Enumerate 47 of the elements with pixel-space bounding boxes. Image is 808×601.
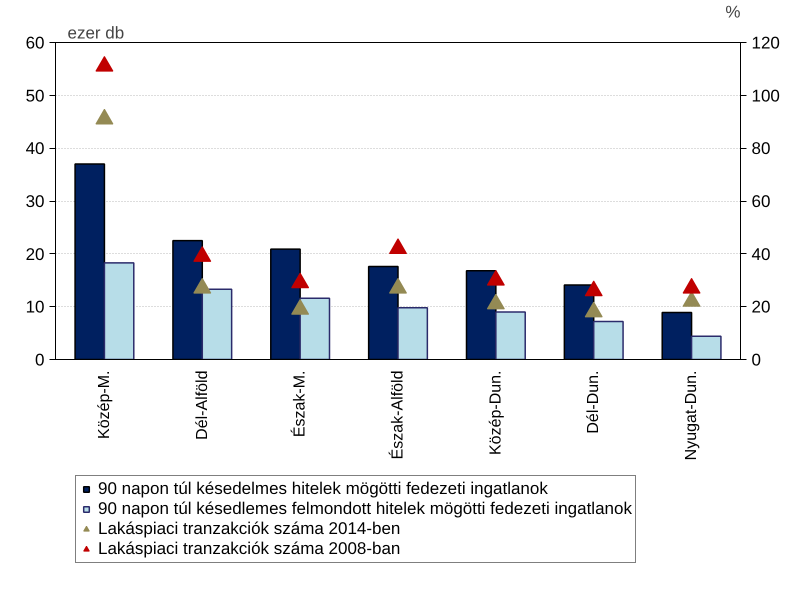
point — [95, 108, 114, 125]
bar — [104, 262, 135, 360]
y2-tick-label: 80 — [752, 139, 770, 158]
y-tick-label: 30 — [26, 192, 45, 211]
point — [95, 56, 114, 72]
y-tick-label: 60 — [26, 34, 45, 52]
y2-tick-label: 40 — [752, 244, 770, 264]
bar — [202, 288, 232, 360]
x-tick-label: Közép-Dun. — [487, 370, 504, 455]
point — [486, 294, 505, 310]
y2-tick-label: 100 — [752, 86, 780, 106]
y2-tick-label: 120 — [752, 34, 780, 52]
bar — [690, 336, 722, 360]
x-tick-label: Nyugat-Dun. — [683, 370, 700, 460]
y2-axis-title: % — [725, 2, 741, 22]
y-tick-label: 0 — [35, 350, 45, 370]
y-axis-title: ezer db — [68, 24, 124, 42]
x-tick-label: Észak-Alföld — [388, 370, 406, 460]
bar — [397, 306, 428, 360]
y2-tick-label: 20 — [752, 298, 770, 317]
x-tick-label: Észak-M. — [290, 370, 309, 438]
point — [682, 278, 701, 294]
point — [389, 238, 407, 254]
legend-label: Lakáspiaci tranzakciók száma 2014-ben — [98, 519, 400, 539]
y-tick-label: 10 — [26, 298, 45, 317]
y-tick-label: 20 — [26, 244, 45, 264]
y-tick-label: 50 — [26, 86, 45, 106]
x-tick-label: Dél-Alföld — [194, 370, 211, 440]
bar — [592, 320, 624, 360]
y2-tick-label: 60 — [752, 192, 770, 211]
point — [486, 270, 505, 286]
point — [389, 278, 407, 294]
point — [291, 272, 310, 288]
bar — [495, 311, 526, 360]
y2-tick-label: 0 — [752, 350, 761, 370]
point — [584, 302, 603, 318]
x-tick-label: Dél-Dun. — [585, 370, 602, 434]
x-tick-label: Közép-M. — [96, 370, 113, 439]
legend-label: 90 napon túl késedelmes hitelek mögötti fedezeti ingatlanok — [98, 479, 548, 499]
point — [193, 278, 212, 294]
point — [193, 246, 212, 262]
legend-label: 90 napon túl késedlemes felmondott hitelek mögötti fedezeti ingatlanok — [98, 499, 632, 519]
bar — [299, 297, 330, 360]
legend-label: Lakáspiaci tranzakciók száma 2008-ban — [98, 539, 400, 559]
point — [584, 280, 603, 296]
point — [291, 298, 310, 315]
y-tick-label: 40 — [26, 139, 45, 158]
